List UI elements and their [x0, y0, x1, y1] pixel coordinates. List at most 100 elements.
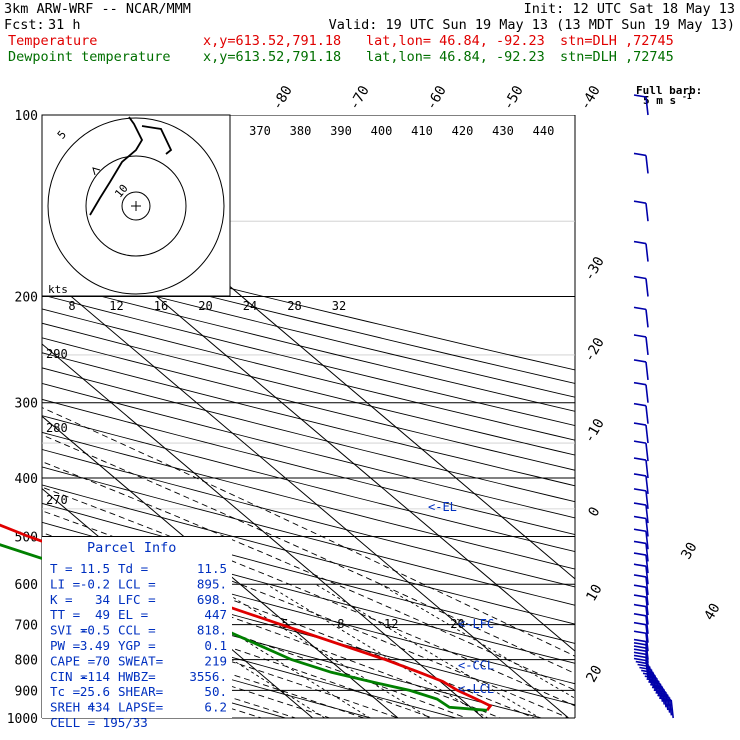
mixing-ratio-label-12: 12 — [384, 617, 398, 631]
wind-barb-staff-475 — [645, 504, 649, 524]
wind-barb-flag-775 — [633, 630, 647, 635]
isotherm-label-40: 40 — [701, 601, 723, 624]
dry-adiabat-460 — [42, 294, 575, 427]
wind-barb-flag-870 — [635, 660, 648, 665]
marker-1: <-LFC — [458, 617, 494, 631]
parcel-key-left-8: Tc = — [50, 684, 80, 699]
parcel-key-right-3: EL = — [118, 607, 148, 622]
forecast-hours: 31 h — [48, 17, 81, 33]
parcel-val-right-3: 447 — [204, 607, 227, 622]
parcel-val-right-9: 6.2 — [204, 700, 227, 715]
mixing-ratio-label-8: 8 — [337, 617, 344, 631]
wind-barb-flag-930 — [646, 678, 659, 682]
isotherm-label-0: 0 — [585, 504, 603, 519]
dry-adiabat-330 — [42, 502, 575, 644]
isotherm-label-10: 10 — [583, 582, 605, 605]
hodograph-trace-upper — [141, 125, 173, 155]
hodo-speed-label-12: 12 — [109, 299, 123, 313]
mixing-ratio-line-12 — [315, 583, 541, 718]
wind-barb-staff-575 — [645, 554, 649, 574]
wind-barb-flag-225 — [633, 306, 647, 311]
wind-barb-staff-325 — [645, 405, 649, 424]
wind-barb-staff-300 — [645, 384, 649, 403]
dry-adiabat-270 — [42, 625, 373, 718]
parcel-key-left-1: LI = — [50, 576, 80, 591]
parcel-val-right-6: 219 — [204, 653, 227, 668]
isotherm-10 — [42, 343, 485, 718]
wind-barb-staff-400 — [645, 459, 649, 479]
wind-barb-staff-500 — [645, 518, 649, 537]
hodo-ring-outer — [47, 117, 225, 295]
hodo-speed-label-28: 28 — [287, 299, 301, 313]
wind-barb-flag-830 — [633, 648, 647, 652]
dry-adiabat-350 — [42, 466, 575, 606]
wind-barb-flag-950 — [650, 683, 663, 688]
isotherm-label--10: -10 — [581, 416, 608, 446]
isotherm-label--40: -40 — [577, 83, 604, 113]
dry-adiabat-420 — [42, 352, 575, 487]
full-barb-exponent: -1 — [682, 92, 692, 101]
parcel-info-box: Parcel Info T = 11.5 Td = 11.5LI = -0.2 LCL =… — [42, 537, 232, 730]
isotherm-label--50: -50 — [500, 83, 527, 113]
theta-e-label-370: 370 — [249, 124, 271, 138]
marker-2: <-CCL — [458, 658, 494, 672]
mixing-ratio-line-5 — [211, 583, 431, 718]
isotherm-20 — [42, 271, 570, 718]
mixing-ratio-line-20 — [380, 583, 575, 699]
wind-barb-staff-100 — [645, 96, 649, 116]
isotherm-label--30: -30 — [581, 254, 608, 284]
wind-barb-flag-325 — [633, 402, 647, 407]
parcel-val-left-8: 25.6 — [80, 684, 110, 699]
moist-adiabat-24 — [42, 486, 575, 707]
pressure-label-100: 100 — [15, 109, 38, 124]
temperature-series — [0, 523, 493, 712]
isotherm-label-20: 20 — [583, 663, 605, 686]
parcel-title: Parcel Info — [87, 540, 176, 556]
moist-adiabat-28 — [42, 461, 575, 691]
dewpoint-legend: Dewpoint temperature — [8, 49, 171, 65]
wind-barb-staff-650 — [645, 587, 649, 606]
parcel-cell: CELL = 195/33 — [50, 715, 148, 730]
full-barb-value: 5 m s — [643, 94, 676, 107]
theta-e-label-430: 430 — [492, 124, 514, 138]
parcel-key-right-2: LFC = — [118, 592, 156, 607]
wind-barb-flag-150 — [633, 200, 647, 204]
pressure-label-700: 700 — [15, 619, 38, 634]
wind-barb-flag-1000 — [659, 697, 672, 701]
wind-barb-flag-400 — [633, 457, 647, 461]
theta-e-label-410: 410 — [411, 124, 433, 138]
wind-barb-staff-150 — [645, 203, 649, 222]
wind-barb-staff-675 — [645, 596, 649, 616]
wind-barb-flag-725 — [633, 612, 647, 617]
isotherm-label--70: -70 — [346, 83, 373, 113]
dry-adiabat-450 — [42, 308, 575, 441]
dry-adiabat-430 — [42, 337, 575, 471]
wind-barb-staff-275 — [645, 361, 649, 381]
wind-barb-flag-125 — [633, 152, 647, 157]
pressure-label-1000: 1000 — [7, 712, 38, 727]
parcel-key-right-1: LCL = — [118, 576, 156, 591]
full-barb-title: Full barb: — [636, 84, 702, 97]
pressure-label-800: 800 — [15, 654, 38, 669]
temperature-legend: Temperature — [8, 33, 97, 49]
hodograph-inset: 5 10 kts — [41, 114, 231, 297]
wind-barb-staff-700 — [645, 606, 649, 625]
temperature-latlon: lat,lon= 46.84, -92.23 — [366, 33, 545, 49]
isotherm-label--60: -60 — [423, 83, 450, 113]
wind-barb-profile — [633, 94, 674, 719]
valid-time: Valid: 19 UTC Sun 19 May 13 (13 MDT Sun … — [329, 17, 735, 33]
wind-barb-flag-275 — [633, 359, 647, 363]
hodo-speed-label-24: 24 — [243, 299, 257, 313]
theta-e-label-440: 440 — [533, 124, 555, 138]
moist-adiabat-0 — [42, 600, 400, 718]
wind-barb-flag-700 — [633, 603, 647, 608]
wind-barb-flag-860 — [633, 657, 647, 662]
isotherm-label--20: -20 — [581, 335, 608, 365]
wind-barb-flag-850 — [633, 654, 647, 659]
parcel-val-left-7: -114 — [80, 669, 110, 684]
wind-barb-staff-425 — [645, 475, 649, 495]
forecast-label: Fcst: — [4, 17, 45, 33]
parcel-val-left-0: 11.5 — [80, 561, 110, 576]
